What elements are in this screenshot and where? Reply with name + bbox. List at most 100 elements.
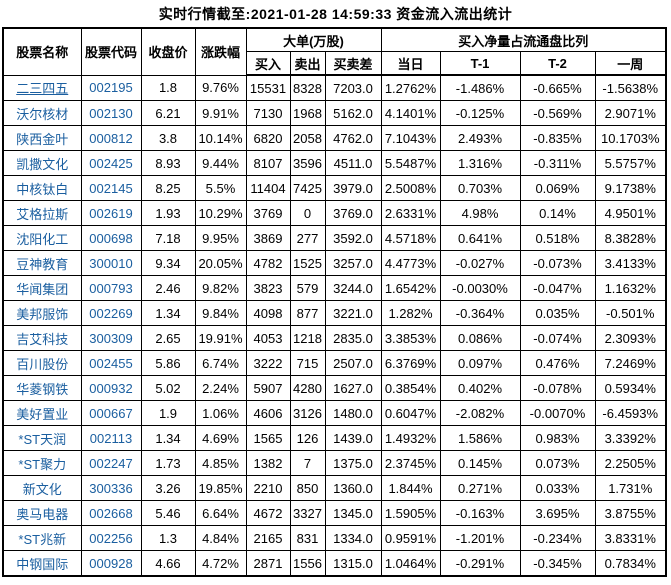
ratio-t1-cell: -0.291%	[439, 550, 521, 577]
buy-sell-diff-cell: 1345.0	[324, 500, 382, 526]
table-row: 中钢国际 000928 4.66 4.72% 2871 1556 1315.0 1.0464%…	[2, 550, 667, 577]
change-pct-cell: 9.95%	[194, 225, 247, 251]
stock-name-cell[interactable]: 美邦服饰	[2, 300, 82, 326]
stock-code-cell[interactable]: 002113	[80, 425, 142, 451]
ratio-t2-cell: -0.569%	[519, 100, 596, 126]
ratio-t1-cell: -0.0030%	[439, 275, 521, 301]
stock-name-cell[interactable]: 凯撒文化	[2, 150, 82, 176]
stock-code-cell[interactable]: 002455	[80, 350, 142, 376]
change-pct-cell: 1.06%	[194, 400, 247, 426]
ratio-day-cell: 1.844%	[380, 475, 441, 501]
buy-sell-diff-cell: 3769.0	[324, 200, 382, 226]
stock-name-cell[interactable]: 新文化	[2, 475, 82, 501]
stock-code-cell[interactable]: 300309	[80, 325, 142, 351]
stock-name-cell[interactable]: 二三四五	[2, 74, 82, 101]
stock-name-cell[interactable]: *ST天润	[2, 425, 82, 451]
ratio-t1-cell: 0.703%	[439, 175, 521, 201]
sell-vol-cell: 277	[289, 225, 326, 251]
stock-code-cell[interactable]: 002195	[80, 74, 142, 101]
table-body: 二三四五 002195 1.8 9.76% 15531 8328 7203.0 1.2762%…	[2, 74, 667, 577]
close-price-cell: 7.18	[140, 225, 196, 251]
change-pct-cell: 9.76%	[194, 74, 247, 101]
stock-name-cell[interactable]: 陕西金叶	[2, 125, 82, 151]
close-price-cell: 8.25	[140, 175, 196, 201]
table-row: *ST聚力 002247 1.73 4.85% 1382 7 1375.0 2.3745% 0.…	[2, 450, 667, 476]
stock-code-cell[interactable]: 000928	[80, 550, 142, 577]
sell-vol-cell: 877	[289, 300, 326, 326]
sell-vol-cell: 715	[289, 350, 326, 376]
sell-vol-cell: 3596	[289, 150, 326, 176]
buy-sell-diff-cell: 1334.0	[324, 525, 382, 551]
buy-sell-diff-cell: 2507.0	[324, 350, 382, 376]
stock-name-cell[interactable]: 奥马电器	[2, 500, 82, 526]
table-row: 沃尔核材 002130 6.21 9.91% 7130 1968 5162.0 4.1401%…	[2, 100, 667, 126]
table-row: 美邦服饰 002269 1.34 9.84% 4098 877 3221.0 1.282% -0…	[2, 300, 667, 326]
stock-code-cell[interactable]: 002130	[80, 100, 142, 126]
stock-code-cell[interactable]: 002619	[80, 200, 142, 226]
table-row: 百川股份 002455 5.86 6.74% 3222 715 2507.0 6.3769% 0…	[2, 350, 667, 376]
close-price-cell: 5.02	[140, 375, 196, 401]
stock-name-cell[interactable]: 美好置业	[2, 400, 82, 426]
sell-vol-cell: 1218	[289, 325, 326, 351]
ratio-t1-cell: 0.086%	[439, 325, 521, 351]
ratio-week-cell: 2.3093%	[594, 325, 667, 351]
stock-code-cell[interactable]: 002247	[80, 450, 142, 476]
buy-vol-cell: 1565	[245, 425, 291, 451]
stock-name-cell[interactable]: *ST聚力	[2, 450, 82, 476]
stock-code-cell[interactable]: 300336	[80, 475, 142, 501]
ratio-t2-cell: 0.14%	[519, 200, 596, 226]
stock-name-cell[interactable]: 豆神教育	[2, 250, 82, 276]
stock-code-cell[interactable]: 000793	[80, 275, 142, 301]
header-day: 当日	[380, 51, 441, 76]
stock-name-cell[interactable]: 中钢国际	[2, 550, 82, 577]
ratio-t2-cell: 0.069%	[519, 175, 596, 201]
close-price-cell: 3.8	[140, 125, 196, 151]
stock-name-cell[interactable]: 吉艾科技	[2, 325, 82, 351]
stock-code-cell[interactable]: 300010	[80, 250, 142, 276]
table-row: 华菱钢铁 000932 5.02 2.24% 5907 4280 1627.0 0.3854%…	[2, 375, 667, 401]
buy-vol-cell: 15531	[245, 74, 291, 101]
ratio-t2-cell: -0.0070%	[519, 400, 596, 426]
stock-code-cell[interactable]: 000812	[80, 125, 142, 151]
sell-vol-cell: 1968	[289, 100, 326, 126]
stock-name-cell[interactable]: 华菱钢铁	[2, 375, 82, 401]
stock-code-cell[interactable]: 002425	[80, 150, 142, 176]
table-row: 中核钛白 002145 8.25 5.5% 11404 7425 3979.0 2.5008%…	[2, 175, 667, 201]
stock-code-cell[interactable]: 002145	[80, 175, 142, 201]
stock-code-cell[interactable]: 002256	[80, 525, 142, 551]
buy-sell-diff-cell: 1360.0	[324, 475, 382, 501]
stock-code-cell[interactable]: 000932	[80, 375, 142, 401]
close-price-cell: 2.65	[140, 325, 196, 351]
ratio-day-cell: 0.6047%	[380, 400, 441, 426]
table-row: 二三四五 002195 1.8 9.76% 15531 8328 7203.0 1.2762%…	[2, 74, 667, 101]
ratio-t2-cell: 0.476%	[519, 350, 596, 376]
close-price-cell: 2.46	[140, 275, 196, 301]
market-data-table: 股票名称 股票代码 收盘价 涨跌幅 大单(万股) 买入净量占流通盘比列 买入 卖…	[2, 27, 667, 577]
stock-name-cell[interactable]: 沈阳化工	[2, 225, 82, 251]
stock-name-cell[interactable]: *ST兆新	[2, 525, 82, 551]
header-change-pct: 涨跌幅	[194, 27, 247, 76]
stock-code-cell[interactable]: 000698	[80, 225, 142, 251]
ratio-t2-cell: 0.073%	[519, 450, 596, 476]
stock-code-cell[interactable]: 002668	[80, 500, 142, 526]
close-price-cell: 1.8	[140, 74, 196, 101]
table-header: 股票名称 股票代码 收盘价 涨跌幅 大单(万股) 买入净量占流通盘比列 买入 卖…	[2, 27, 667, 76]
stock-code-cell[interactable]: 002269	[80, 300, 142, 326]
close-price-cell: 1.73	[140, 450, 196, 476]
header-close-price: 收盘价	[140, 27, 196, 76]
buy-vol-cell: 8107	[245, 150, 291, 176]
ratio-day-cell: 5.5487%	[380, 150, 441, 176]
stock-name-cell[interactable]: 沃尔核材	[2, 100, 82, 126]
ratio-t1-cell: 0.271%	[439, 475, 521, 501]
header-week: 一周	[594, 51, 667, 76]
stock-name-cell[interactable]: 华闻集团	[2, 275, 82, 301]
ratio-t2-cell: 0.518%	[519, 225, 596, 251]
stock-code-cell[interactable]: 000667	[80, 400, 142, 426]
stock-name-cell[interactable]: 中核钛白	[2, 175, 82, 201]
stock-name-cell[interactable]: 艾格拉斯	[2, 200, 82, 226]
stock-name-cell[interactable]: 百川股份	[2, 350, 82, 376]
ratio-t1-cell: -0.364%	[439, 300, 521, 326]
ratio-week-cell: 4.9501%	[594, 200, 667, 226]
change-pct-cell: 19.91%	[194, 325, 247, 351]
ratio-week-cell: 8.3828%	[594, 225, 667, 251]
